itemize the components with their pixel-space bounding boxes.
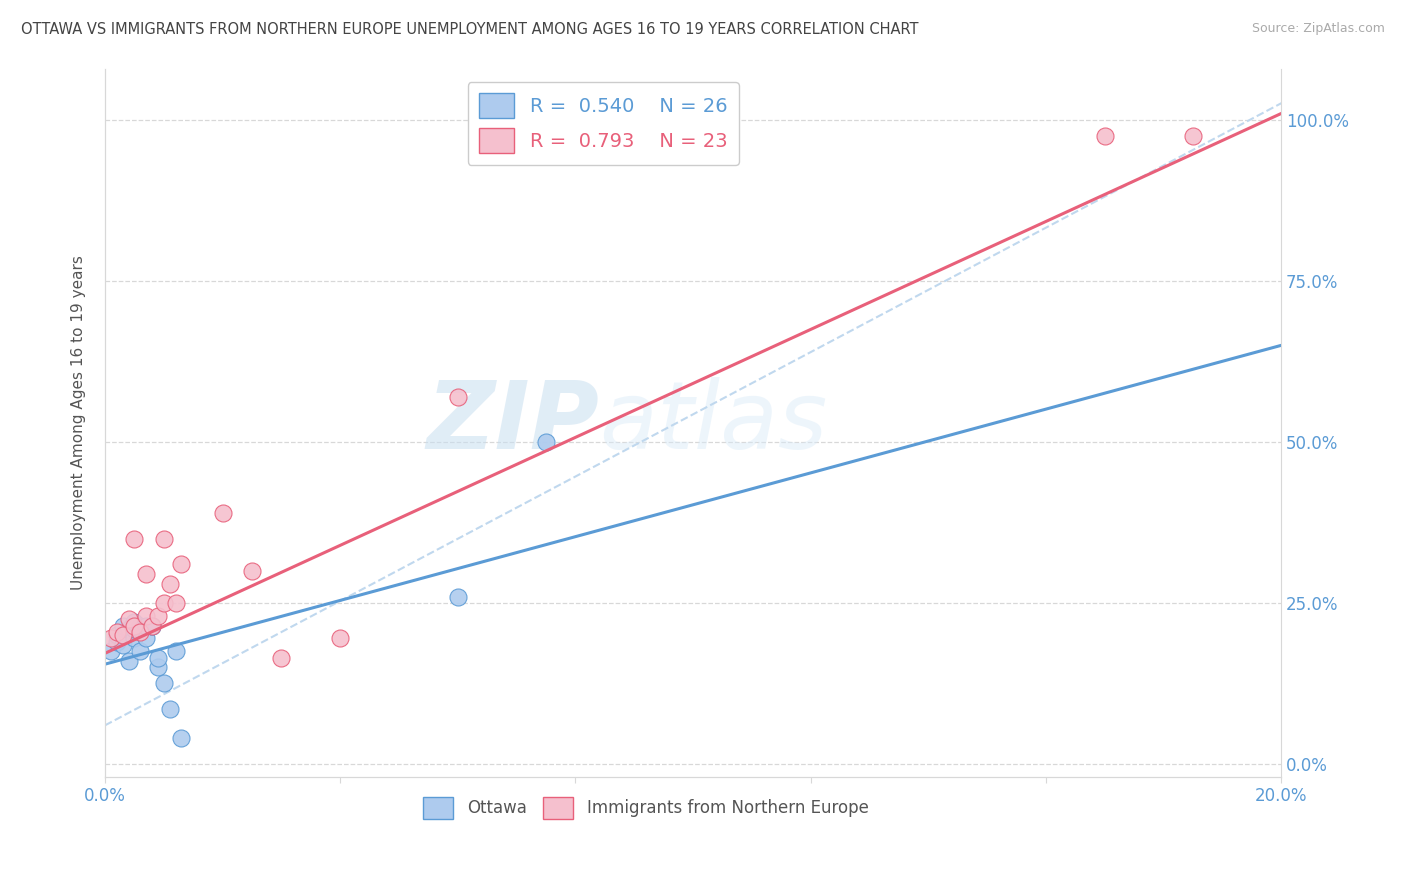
Point	[152, 532, 174, 546]
Point	[165, 644, 187, 658]
Point	[146, 608, 169, 623]
Point	[170, 731, 193, 746]
Point	[141, 618, 163, 632]
Y-axis label: Unemployment Among Ages 16 to 19 years: Unemployment Among Ages 16 to 19 years	[72, 255, 86, 591]
Point	[105, 628, 128, 642]
Text: atlas: atlas	[599, 377, 827, 468]
Point	[124, 632, 146, 646]
Point	[100, 644, 122, 658]
Point	[124, 618, 146, 632]
Point	[135, 608, 157, 623]
Text: ZIP: ZIP	[426, 376, 599, 468]
Point	[100, 632, 122, 646]
Point	[141, 618, 163, 632]
Point	[240, 564, 263, 578]
Point	[105, 624, 128, 639]
Point	[165, 596, 187, 610]
Point	[329, 632, 352, 646]
Text: Source: ZipAtlas.com: Source: ZipAtlas.com	[1251, 22, 1385, 36]
Legend: Ottawa, Immigrants from Northern Europe: Ottawa, Immigrants from Northern Europe	[416, 790, 875, 825]
Point	[152, 676, 174, 690]
Point	[117, 622, 139, 636]
Point	[146, 660, 169, 674]
Text: OTTAWA VS IMMIGRANTS FROM NORTHERN EUROPE UNEMPLOYMENT AMONG AGES 16 TO 19 YEARS: OTTAWA VS IMMIGRANTS FROM NORTHERN EUROP…	[21, 22, 918, 37]
Point	[652, 129, 675, 144]
Point	[270, 650, 292, 665]
Point	[447, 590, 470, 604]
Point	[124, 615, 146, 630]
Point	[170, 558, 193, 572]
Point	[105, 634, 128, 648]
Point	[447, 390, 470, 404]
Point	[159, 702, 181, 716]
Point	[1094, 129, 1116, 144]
Point	[135, 632, 157, 646]
Point	[1181, 129, 1204, 144]
Point	[141, 618, 163, 632]
Point	[152, 596, 174, 610]
Point	[124, 622, 146, 636]
Point	[111, 618, 134, 632]
Point	[534, 435, 557, 450]
Point	[129, 622, 152, 636]
Point	[129, 624, 152, 639]
Point	[117, 654, 139, 668]
Point	[111, 628, 134, 642]
Point	[111, 638, 134, 652]
Point	[117, 612, 139, 626]
Point	[124, 532, 146, 546]
Point	[135, 567, 157, 582]
Point	[211, 506, 233, 520]
Point	[135, 618, 157, 632]
Point	[159, 576, 181, 591]
Point	[146, 650, 169, 665]
Point	[129, 644, 152, 658]
Point	[129, 618, 152, 632]
